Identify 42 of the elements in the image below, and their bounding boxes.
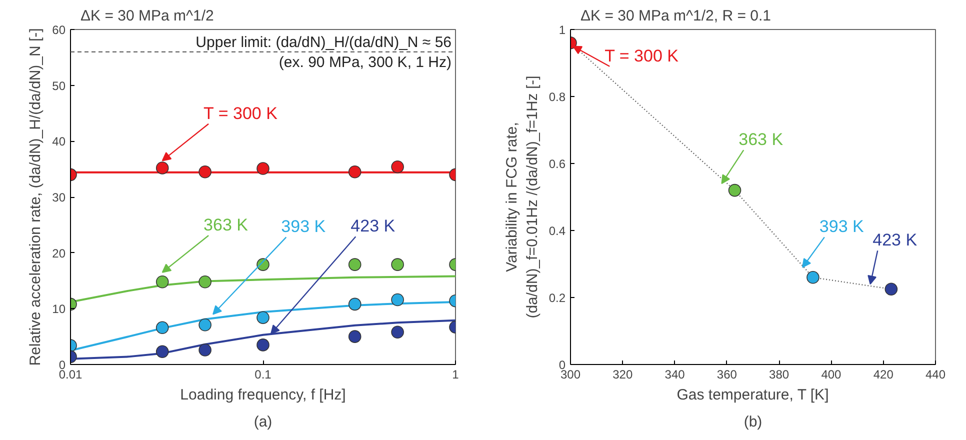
- y-axis-title: Variability in FCG rate, (da/dN)_f=0.01Hz /(da/dN)_f=1Hz [-]: [503, 76, 541, 318]
- annotation: 393 K: [281, 217, 326, 236]
- x-tick-label: 320: [612, 368, 633, 382]
- y-tick-label: 30: [52, 190, 66, 204]
- y-tick-label: 20: [52, 246, 66, 260]
- annotation: 423 K: [872, 230, 918, 250]
- y-tick-label: 60: [52, 23, 66, 37]
- chart-title: ΔK = 30 MPa m^1/2: [80, 8, 214, 24]
- annotation: T = 300 K: [604, 46, 680, 66]
- y-tick-label: 50: [52, 78, 66, 93]
- x-tick-label: 360: [716, 368, 738, 382]
- annotation: 423 K: [350, 216, 396, 236]
- y-axis-title: Relative acceleration rate, (da/dN)_H/(da/dN)_N [-]: [27, 28, 44, 366]
- y-tick-label: 0.4: [548, 224, 566, 238]
- annotation: 363 K: [204, 216, 249, 235]
- x-tick-label: 0.01: [58, 368, 83, 382]
- point: [806, 271, 820, 284]
- text: (a): [254, 414, 272, 430]
- x-tick-label: 1: [452, 368, 460, 382]
- x-axis-title: Gas temperature, T [K]: [676, 386, 829, 404]
- y-tick-label: 1: [558, 23, 566, 37]
- chart-title: ΔK = 30 MPa m^1/2, R = 0.1: [580, 8, 771, 24]
- annotation: T = 300 K: [204, 104, 278, 123]
- x-tick-label: 440: [925, 368, 946, 382]
- y-tick-label: 0.6: [548, 157, 566, 171]
- point: [884, 282, 898, 296]
- ref-line-label: Upper limit: (da/dN)_H/(da/dN)_N ≈ 56 (ex. 90 MPa, 300 K, 1 Hz): [196, 34, 452, 72]
- text: (b): [744, 414, 762, 430]
- x-tick-label: 340: [664, 368, 686, 382]
- x-tick-label: 300: [560, 368, 581, 382]
- y-tick-label: 10: [52, 302, 66, 316]
- annotation: 363 K: [738, 130, 784, 150]
- y-tick-label: 40: [52, 134, 66, 149]
- y-tick-label: 0.8: [548, 90, 566, 104]
- y-tick-label: 0.2: [548, 291, 566, 305]
- x-tick-label: 380: [769, 368, 790, 382]
- x-tick-label: 420: [873, 368, 894, 382]
- x-tick-label: 0.1: [254, 368, 272, 382]
- point: [728, 184, 742, 197]
- annotation: 393 K: [819, 217, 865, 236]
- x-axis-title: Loading frequency, f [Hz]: [180, 386, 346, 404]
- x-tick-label: 400: [821, 368, 842, 382]
